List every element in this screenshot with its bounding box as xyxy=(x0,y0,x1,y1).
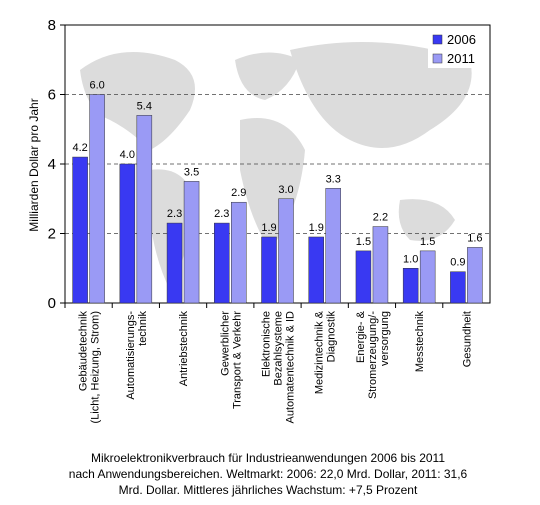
y-tick-label: 2 xyxy=(48,226,56,243)
bar xyxy=(419,250,436,304)
bar xyxy=(214,222,230,304)
y-axis-label: Milliarden Dollar pro Jahr xyxy=(27,98,41,231)
bar xyxy=(231,201,247,304)
bar xyxy=(89,94,105,304)
x-tick-label: Automatentechnik & ID xyxy=(285,311,297,424)
y-tick-label: 0 xyxy=(48,295,56,312)
y-tick-label: 4 xyxy=(48,156,56,173)
y-tick-label: 6 xyxy=(48,87,56,104)
x-tick-label: Automatisierungs- xyxy=(125,311,137,400)
value-label: 2.3 xyxy=(214,208,229,220)
x-tick-label: technik xyxy=(137,311,149,346)
bar xyxy=(402,268,419,304)
bar xyxy=(467,247,483,304)
caption-line: Mikroelektronikverbrauch für Industriean… xyxy=(91,451,445,465)
value-label: 5.4 xyxy=(137,100,152,112)
value-label: 0.9 xyxy=(450,257,465,269)
x-tick-label: versorgung xyxy=(379,311,391,366)
x-tick-label: Gesundheit xyxy=(461,311,473,367)
x-tick-label: Bezahlsysteme xyxy=(273,311,285,386)
value-label: 4.2 xyxy=(72,142,87,154)
x-tick-label: Transport & Verkehr xyxy=(231,311,243,409)
value-label: 1.9 xyxy=(261,222,276,234)
value-label: 6.0 xyxy=(89,80,104,92)
x-tick-label: Energie- & xyxy=(355,310,367,363)
bar xyxy=(450,271,466,304)
plot-frame xyxy=(64,24,491,304)
bar xyxy=(278,198,294,304)
value-label: 2.9 xyxy=(231,187,246,199)
value-label: 4.0 xyxy=(120,149,135,161)
value-label: 1.5 xyxy=(356,236,371,248)
value-label: 1.0 xyxy=(403,253,418,265)
bar xyxy=(261,236,277,304)
y-tick-label: 8 xyxy=(48,17,56,34)
legend-label: 2011 xyxy=(447,51,475,66)
caption-line: nach Anwendungsbereichen. Weltmarkt: 200… xyxy=(69,467,468,481)
x-tick-label: Medizintechnik & xyxy=(314,310,326,394)
bar xyxy=(136,115,153,304)
x-tick-label: Messtechnik xyxy=(414,311,426,373)
value-label: 3.5 xyxy=(184,166,199,178)
bar xyxy=(372,226,389,304)
caption-line: Mrd. Dollar. Mittleres jährliches Wachst… xyxy=(119,483,418,497)
bar xyxy=(119,163,136,304)
bar xyxy=(325,188,341,304)
x-tick-label: Gewerblicher xyxy=(219,311,231,376)
x-tick-label: Gebäudetechnik xyxy=(78,311,90,392)
bar xyxy=(166,222,183,304)
legend-swatch xyxy=(432,34,443,45)
value-label: 3.0 xyxy=(278,184,293,196)
value-label: 3.3 xyxy=(326,173,341,185)
value-label: 1.5 xyxy=(420,236,435,248)
x-tick-label: (Licht, Heizung, Strom) xyxy=(90,311,102,423)
x-tick-label: Elektronische xyxy=(261,311,273,377)
value-label: 2.2 xyxy=(373,212,388,224)
x-tick-label: Antriebstechnik xyxy=(178,311,190,387)
legend-swatch xyxy=(432,53,443,64)
bar xyxy=(183,181,200,304)
x-tick-label: Diagnostik xyxy=(326,311,338,363)
bar xyxy=(308,236,324,304)
value-label: 2.3 xyxy=(167,208,182,220)
bar xyxy=(72,156,88,304)
legend-label: 2006 xyxy=(447,32,476,47)
x-tick-label: Stromerzeugung/- xyxy=(367,311,379,399)
bar xyxy=(355,250,372,304)
value-label: 1.9 xyxy=(309,222,324,234)
value-label: 1.6 xyxy=(467,232,482,244)
